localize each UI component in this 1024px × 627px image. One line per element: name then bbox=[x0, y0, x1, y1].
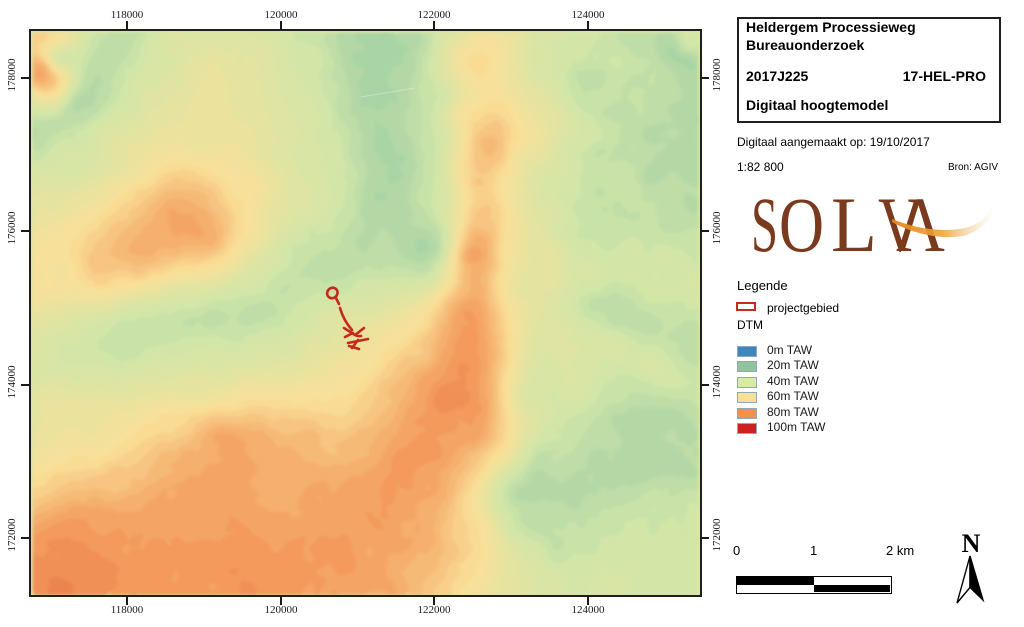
svg-text:N: N bbox=[962, 529, 981, 558]
svg-text:S: S bbox=[751, 197, 778, 259]
svg-text:L: L bbox=[831, 197, 877, 259]
svg-text:O: O bbox=[779, 197, 824, 259]
